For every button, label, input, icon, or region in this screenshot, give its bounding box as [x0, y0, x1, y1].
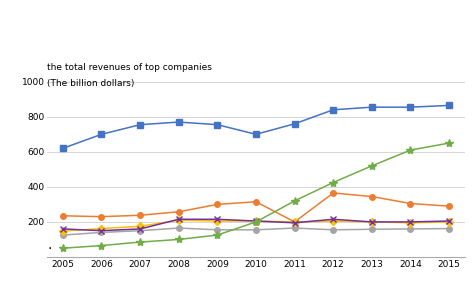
Britain — [99, 231, 104, 234]
The United States — [215, 123, 220, 126]
France — [446, 220, 452, 224]
Germany — [408, 220, 413, 224]
Japan — [446, 204, 452, 208]
China — [215, 233, 220, 237]
The United States — [446, 104, 452, 107]
Germany — [99, 229, 104, 232]
Japan — [60, 214, 66, 218]
The United States — [176, 120, 182, 124]
France — [330, 219, 336, 223]
France — [253, 219, 259, 223]
Germany — [215, 218, 220, 221]
China — [330, 181, 336, 184]
Britain — [60, 233, 66, 237]
China — [253, 220, 259, 224]
China — [369, 164, 374, 168]
Line: France: France — [60, 217, 452, 234]
Germany — [60, 227, 66, 231]
China — [60, 246, 66, 250]
Japan — [137, 213, 143, 217]
France — [408, 221, 413, 225]
Germany — [369, 220, 374, 224]
The United States — [60, 147, 66, 150]
Germany — [446, 219, 452, 223]
China — [99, 244, 104, 247]
Text: ·: · — [47, 241, 52, 256]
Germany — [292, 221, 297, 225]
The United States — [330, 108, 336, 112]
The United States — [137, 123, 143, 126]
China — [137, 240, 143, 244]
France — [137, 225, 143, 228]
Britain — [215, 228, 220, 232]
France — [60, 229, 66, 233]
Line: China: China — [59, 139, 453, 252]
Japan — [408, 202, 413, 205]
Britain — [253, 228, 259, 232]
Germany — [253, 219, 259, 223]
Britain — [446, 227, 452, 230]
The United States — [292, 122, 297, 126]
Japan — [176, 210, 182, 213]
The United States — [369, 105, 374, 109]
France — [215, 219, 220, 223]
China — [176, 238, 182, 241]
Japan — [369, 195, 374, 198]
France — [292, 220, 297, 224]
Britain — [408, 227, 413, 231]
Britain — [369, 227, 374, 231]
Line: The United States: The United States — [60, 102, 452, 151]
China — [292, 199, 297, 203]
Japan — [253, 200, 259, 204]
Japan — [292, 220, 297, 224]
Japan — [99, 215, 104, 218]
Britain — [292, 226, 297, 230]
Britain — [330, 228, 336, 232]
France — [176, 218, 182, 222]
Germany — [137, 227, 143, 231]
Text: (The billion dollars): (The billion dollars) — [47, 79, 135, 88]
The United States — [408, 105, 413, 109]
Line: Japan: Japan — [60, 190, 452, 225]
The United States — [99, 133, 104, 136]
Germany — [176, 218, 182, 221]
China — [446, 141, 452, 145]
France — [369, 220, 374, 224]
The United States — [253, 133, 259, 136]
Britain — [137, 229, 143, 232]
Germany — [330, 218, 336, 221]
Japan — [330, 191, 336, 195]
Line: Britain: Britain — [60, 225, 452, 238]
Line: Germany: Germany — [59, 216, 453, 234]
Britain — [176, 226, 182, 230]
France — [99, 227, 104, 230]
China — [408, 148, 413, 152]
Text: the total revenues of top companies: the total revenues of top companies — [47, 62, 212, 72]
Japan — [215, 203, 220, 206]
